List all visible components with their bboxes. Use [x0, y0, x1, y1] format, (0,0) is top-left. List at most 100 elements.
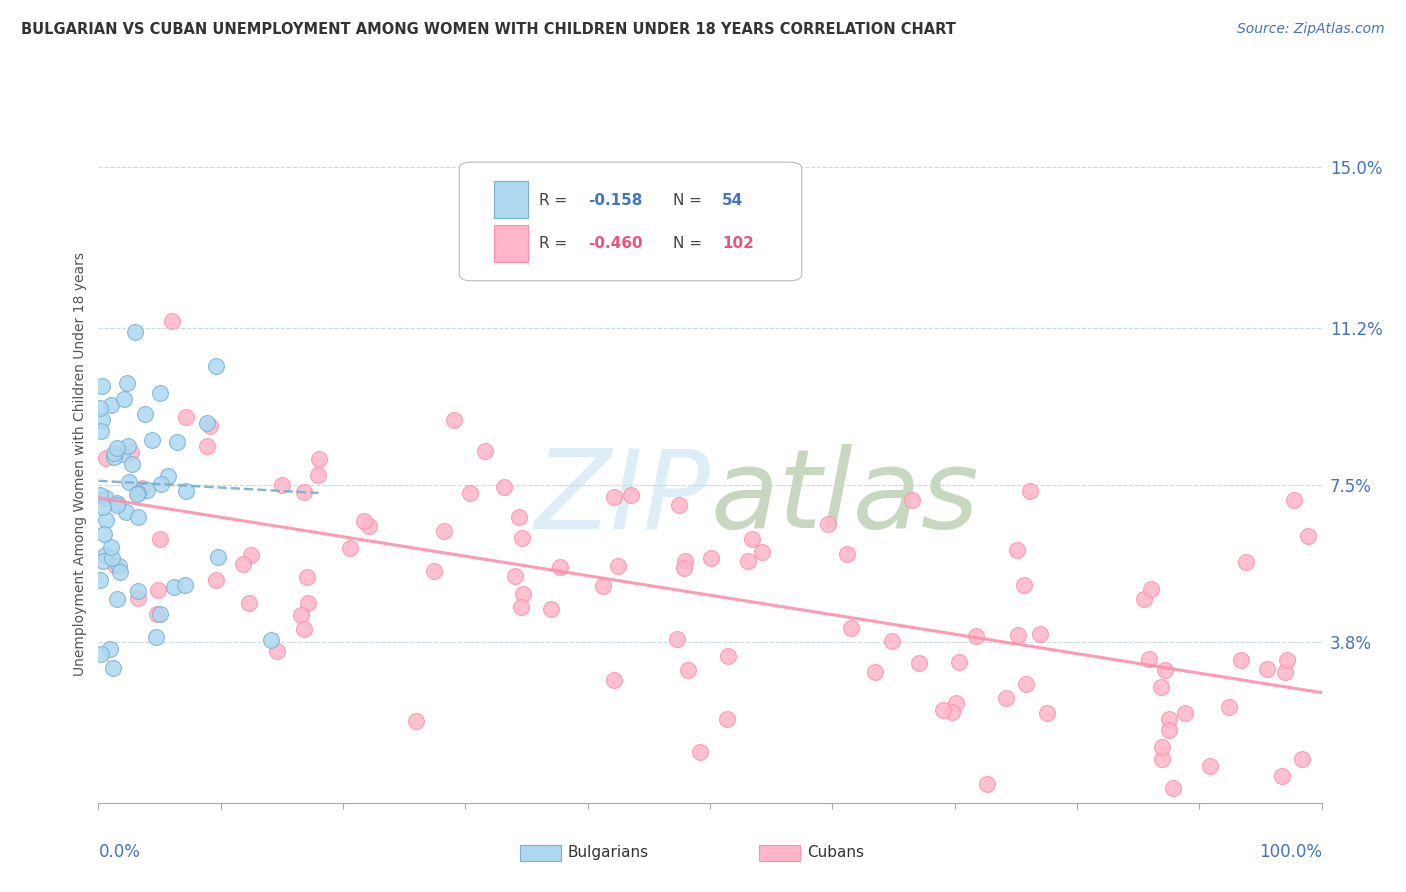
- Point: [174, 578, 197, 592]
- Point: [112, 392, 135, 407]
- Point: [1159, 723, 1181, 737]
- Point: [1150, 681, 1173, 695]
- Point: [89, 401, 111, 415]
- Point: [841, 621, 863, 635]
- Text: 54: 54: [723, 193, 744, 208]
- Point: [359, 519, 381, 533]
- Text: 0.0%: 0.0%: [98, 844, 141, 862]
- Point: [1274, 665, 1296, 680]
- Point: [676, 663, 699, 677]
- FancyBboxPatch shape: [460, 162, 801, 281]
- Point: [127, 591, 149, 606]
- Point: [603, 490, 626, 504]
- Point: [1154, 664, 1177, 678]
- Point: [443, 413, 465, 427]
- Point: [339, 541, 361, 555]
- Text: -0.158: -0.158: [588, 193, 643, 208]
- Text: 100.0%: 100.0%: [1258, 844, 1322, 862]
- Point: [1137, 652, 1160, 666]
- Point: [1218, 699, 1240, 714]
- Point: [89, 573, 111, 587]
- Point: [503, 569, 526, 583]
- Point: [105, 442, 128, 456]
- Point: [148, 582, 170, 597]
- Point: [127, 509, 149, 524]
- Point: [117, 439, 139, 453]
- Point: [204, 359, 226, 373]
- Point: [149, 477, 172, 491]
- Text: atlas: atlas: [710, 444, 979, 551]
- Point: [1298, 529, 1320, 543]
- Point: [149, 607, 172, 621]
- Point: [131, 481, 153, 495]
- Point: [423, 564, 446, 578]
- Point: [716, 712, 738, 726]
- Point: [141, 433, 163, 447]
- Bar: [494, 225, 527, 262]
- Point: [673, 561, 696, 575]
- Point: [292, 484, 315, 499]
- Point: [965, 629, 987, 643]
- Point: [548, 560, 571, 574]
- Point: [205, 573, 228, 587]
- Point: [118, 475, 141, 489]
- Point: [121, 457, 143, 471]
- Point: [880, 633, 903, 648]
- Y-axis label: Unemployment Among Women with Children Under 18 years: Unemployment Among Women with Children U…: [73, 252, 87, 676]
- Point: [863, 665, 886, 679]
- Point: [976, 777, 998, 791]
- Point: [195, 416, 218, 430]
- Point: [1157, 712, 1180, 726]
- Point: [540, 602, 562, 616]
- Text: -0.460: -0.460: [588, 236, 643, 251]
- Point: [606, 558, 628, 573]
- Point: [666, 632, 689, 646]
- Point: [176, 484, 198, 499]
- Point: [91, 554, 114, 568]
- Point: [307, 468, 329, 483]
- Point: [308, 452, 330, 467]
- Point: [96, 451, 118, 466]
- Point: [901, 492, 924, 507]
- Point: [433, 524, 456, 539]
- Point: [105, 592, 128, 607]
- Point: [1007, 543, 1029, 558]
- Point: [198, 418, 221, 433]
- Point: [259, 632, 281, 647]
- Point: [1291, 752, 1313, 766]
- Point: [174, 409, 197, 424]
- Point: [91, 500, 114, 514]
- Point: [1161, 780, 1184, 795]
- Point: [93, 527, 115, 541]
- Point: [160, 314, 183, 328]
- Point: [108, 565, 131, 579]
- Text: R =: R =: [538, 236, 567, 251]
- Point: [907, 657, 929, 671]
- Point: [270, 478, 292, 492]
- Text: Source: ZipAtlas.com: Source: ZipAtlas.com: [1237, 22, 1385, 37]
- Point: [817, 516, 839, 531]
- Point: [1012, 577, 1035, 591]
- Point: [156, 468, 179, 483]
- Point: [1036, 706, 1059, 721]
- Point: [105, 496, 128, 510]
- Point: [837, 547, 859, 561]
- Point: [353, 514, 375, 528]
- Point: [941, 705, 963, 719]
- Point: [668, 498, 690, 512]
- Text: ZIP: ZIP: [534, 444, 710, 551]
- Point: [1139, 582, 1161, 597]
- Point: [1234, 555, 1257, 569]
- Point: [163, 580, 186, 594]
- Point: [1014, 677, 1036, 691]
- Point: [1256, 662, 1278, 676]
- Point: [1271, 769, 1294, 783]
- Point: [945, 696, 967, 710]
- Point: [1282, 492, 1305, 507]
- Point: [238, 596, 260, 610]
- Point: [149, 385, 172, 400]
- Point: [94, 513, 117, 527]
- Point: [98, 641, 121, 656]
- Point: [717, 648, 740, 663]
- Point: [94, 548, 117, 562]
